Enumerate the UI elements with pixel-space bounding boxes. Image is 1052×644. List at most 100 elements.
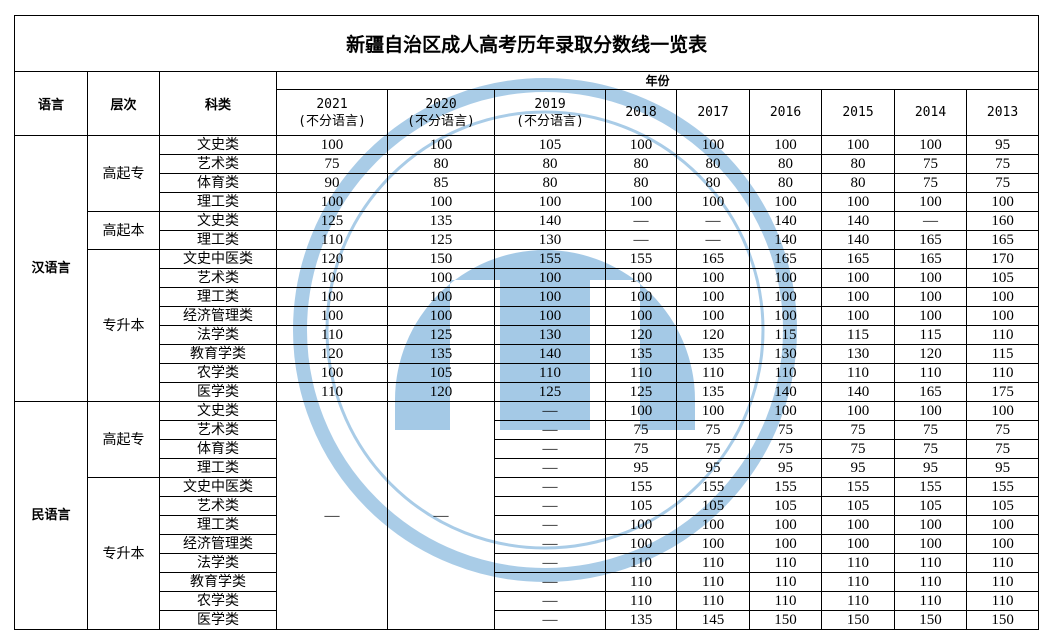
score-cell: 100 [965, 534, 1040, 554]
score-cell: 105 [965, 496, 1040, 516]
score-cell: 100 [605, 401, 677, 421]
score-cell: 100 [821, 534, 895, 554]
score-cell: 115 [749, 325, 822, 345]
language-cell: 民语言 [14, 401, 88, 630]
category-cell: 文史类 [159, 135, 277, 155]
score-cell: 80 [676, 154, 750, 174]
category-cell: 文史类 [159, 401, 277, 421]
score-cell: 100 [387, 135, 495, 155]
score-cell: 120 [276, 249, 388, 269]
score-cell: 75 [965, 173, 1040, 193]
score-cell: 100 [749, 515, 822, 535]
score-cell: 135 [605, 610, 677, 630]
score-cell: 140 [821, 382, 895, 402]
score-cell: 150 [821, 610, 895, 630]
score-cell: 100 [387, 287, 495, 307]
category-cell: 理工类 [159, 192, 277, 212]
score-cell: 110 [821, 363, 895, 383]
score-cell: 100 [276, 287, 388, 307]
category-cell: 艺术类 [159, 420, 277, 440]
score-cell: 115 [821, 325, 895, 345]
score-cell: 75 [605, 420, 677, 440]
table-row: 法学类 110 125 130 120 120 115 115 115 110 [15, 325, 1040, 345]
category-cell: 理工类 [159, 458, 277, 478]
level-cell: 高起专 [87, 135, 160, 212]
category-cell: 医学类 [159, 610, 277, 630]
level-cell: 专升本 [87, 249, 160, 402]
score-cell: 100 [387, 306, 495, 326]
header-language: 语言 [14, 71, 88, 136]
table-row: 专升本 文史中医类 120 150 155 155 165 165 165 165 170 [15, 249, 1040, 402]
score-cell: 150 [894, 610, 967, 630]
category-cell: 文史类 [159, 211, 277, 231]
category-cell: 艺术类 [159, 154, 277, 174]
category-cell: 理工类 [159, 287, 277, 307]
header-years-group: 年份 [275, 71, 1040, 90]
score-cell: 100 [894, 268, 967, 288]
score-cell: 165 [749, 249, 822, 269]
header-year-2018: 2018 [605, 89, 677, 136]
score-cell: 80 [821, 154, 895, 174]
score-cell: 155 [494, 249, 606, 269]
category-cell: 文史中医类 [159, 249, 277, 269]
year-label: 2016 [769, 105, 802, 120]
score-cell: 100 [965, 306, 1040, 326]
score-cell: 155 [821, 477, 895, 497]
score-cell: 165 [676, 249, 750, 269]
score-cell: 80 [749, 173, 822, 193]
score-cell: 110 [894, 572, 967, 592]
category-cell: 经济管理类 [159, 306, 277, 326]
category-cell: 艺术类 [159, 268, 277, 288]
table-row: 艺术类 100 100 100 100 100 100 100 100 105 [15, 268, 1040, 288]
score-cell: 100 [894, 287, 967, 307]
score-cell: — [494, 439, 606, 459]
score-cell: 155 [605, 477, 677, 497]
score-cell: 100 [965, 192, 1040, 212]
score-cell: 80 [749, 154, 822, 174]
score-cell: 75 [676, 420, 750, 440]
table-row: 理工类 100 100 100 100 100 100 100 100 100 [15, 192, 1040, 212]
score-cell: 100 [276, 363, 388, 383]
score-cell: 100 [821, 401, 895, 421]
score-cell: 100 [894, 534, 967, 554]
header-year-2015: 2015 [821, 89, 895, 136]
header-year-2014: 2014 [894, 89, 967, 136]
score-cell: 100 [749, 306, 822, 326]
score-cell: 75 [965, 154, 1040, 174]
score-cell: 75 [749, 439, 822, 459]
score-cell: 150 [749, 610, 822, 630]
year-note: (不分语言) [407, 113, 475, 129]
score-cell: 100 [965, 287, 1040, 307]
year-label: 2020 [425, 96, 457, 112]
score-cell: 140 [749, 382, 822, 402]
score-cell: 165 [965, 230, 1040, 250]
score-cell: 100 [494, 287, 606, 307]
year-label: 2014 [914, 105, 947, 120]
score-cell: 125 [494, 382, 606, 402]
score-cell: 95 [749, 458, 822, 478]
score-cell: 100 [676, 192, 750, 212]
table-row: 农学类 —110 110 110 110 110 110 [15, 591, 1040, 611]
score-cell: 110 [276, 230, 388, 250]
category-cell: 教育学类 [159, 572, 277, 592]
score-cell: 95 [894, 458, 967, 478]
score-cell: 75 [965, 420, 1040, 440]
score-2020-merged: — [387, 401, 495, 630]
score-cell: 100 [494, 192, 606, 212]
year-label: 2021 [316, 96, 348, 112]
score-cell: 90 [276, 173, 388, 193]
header-level: 层次 [87, 71, 160, 136]
score-cell: — [494, 458, 606, 478]
score-cell: 100 [965, 515, 1040, 535]
score-cell: 110 [965, 363, 1040, 383]
score-cell: 100 [676, 268, 750, 288]
score-cell: 110 [894, 553, 967, 573]
score-cell: 100 [821, 268, 895, 288]
header-year-2021: 2021 (不分语言) [276, 89, 388, 136]
category-cell: 农学类 [159, 363, 277, 383]
score-cell: 100 [894, 135, 967, 155]
score-cell: 135 [605, 344, 677, 364]
score-cell: 105 [605, 496, 677, 516]
score-cell: 110 [676, 553, 750, 573]
score-cell: 110 [749, 572, 822, 592]
